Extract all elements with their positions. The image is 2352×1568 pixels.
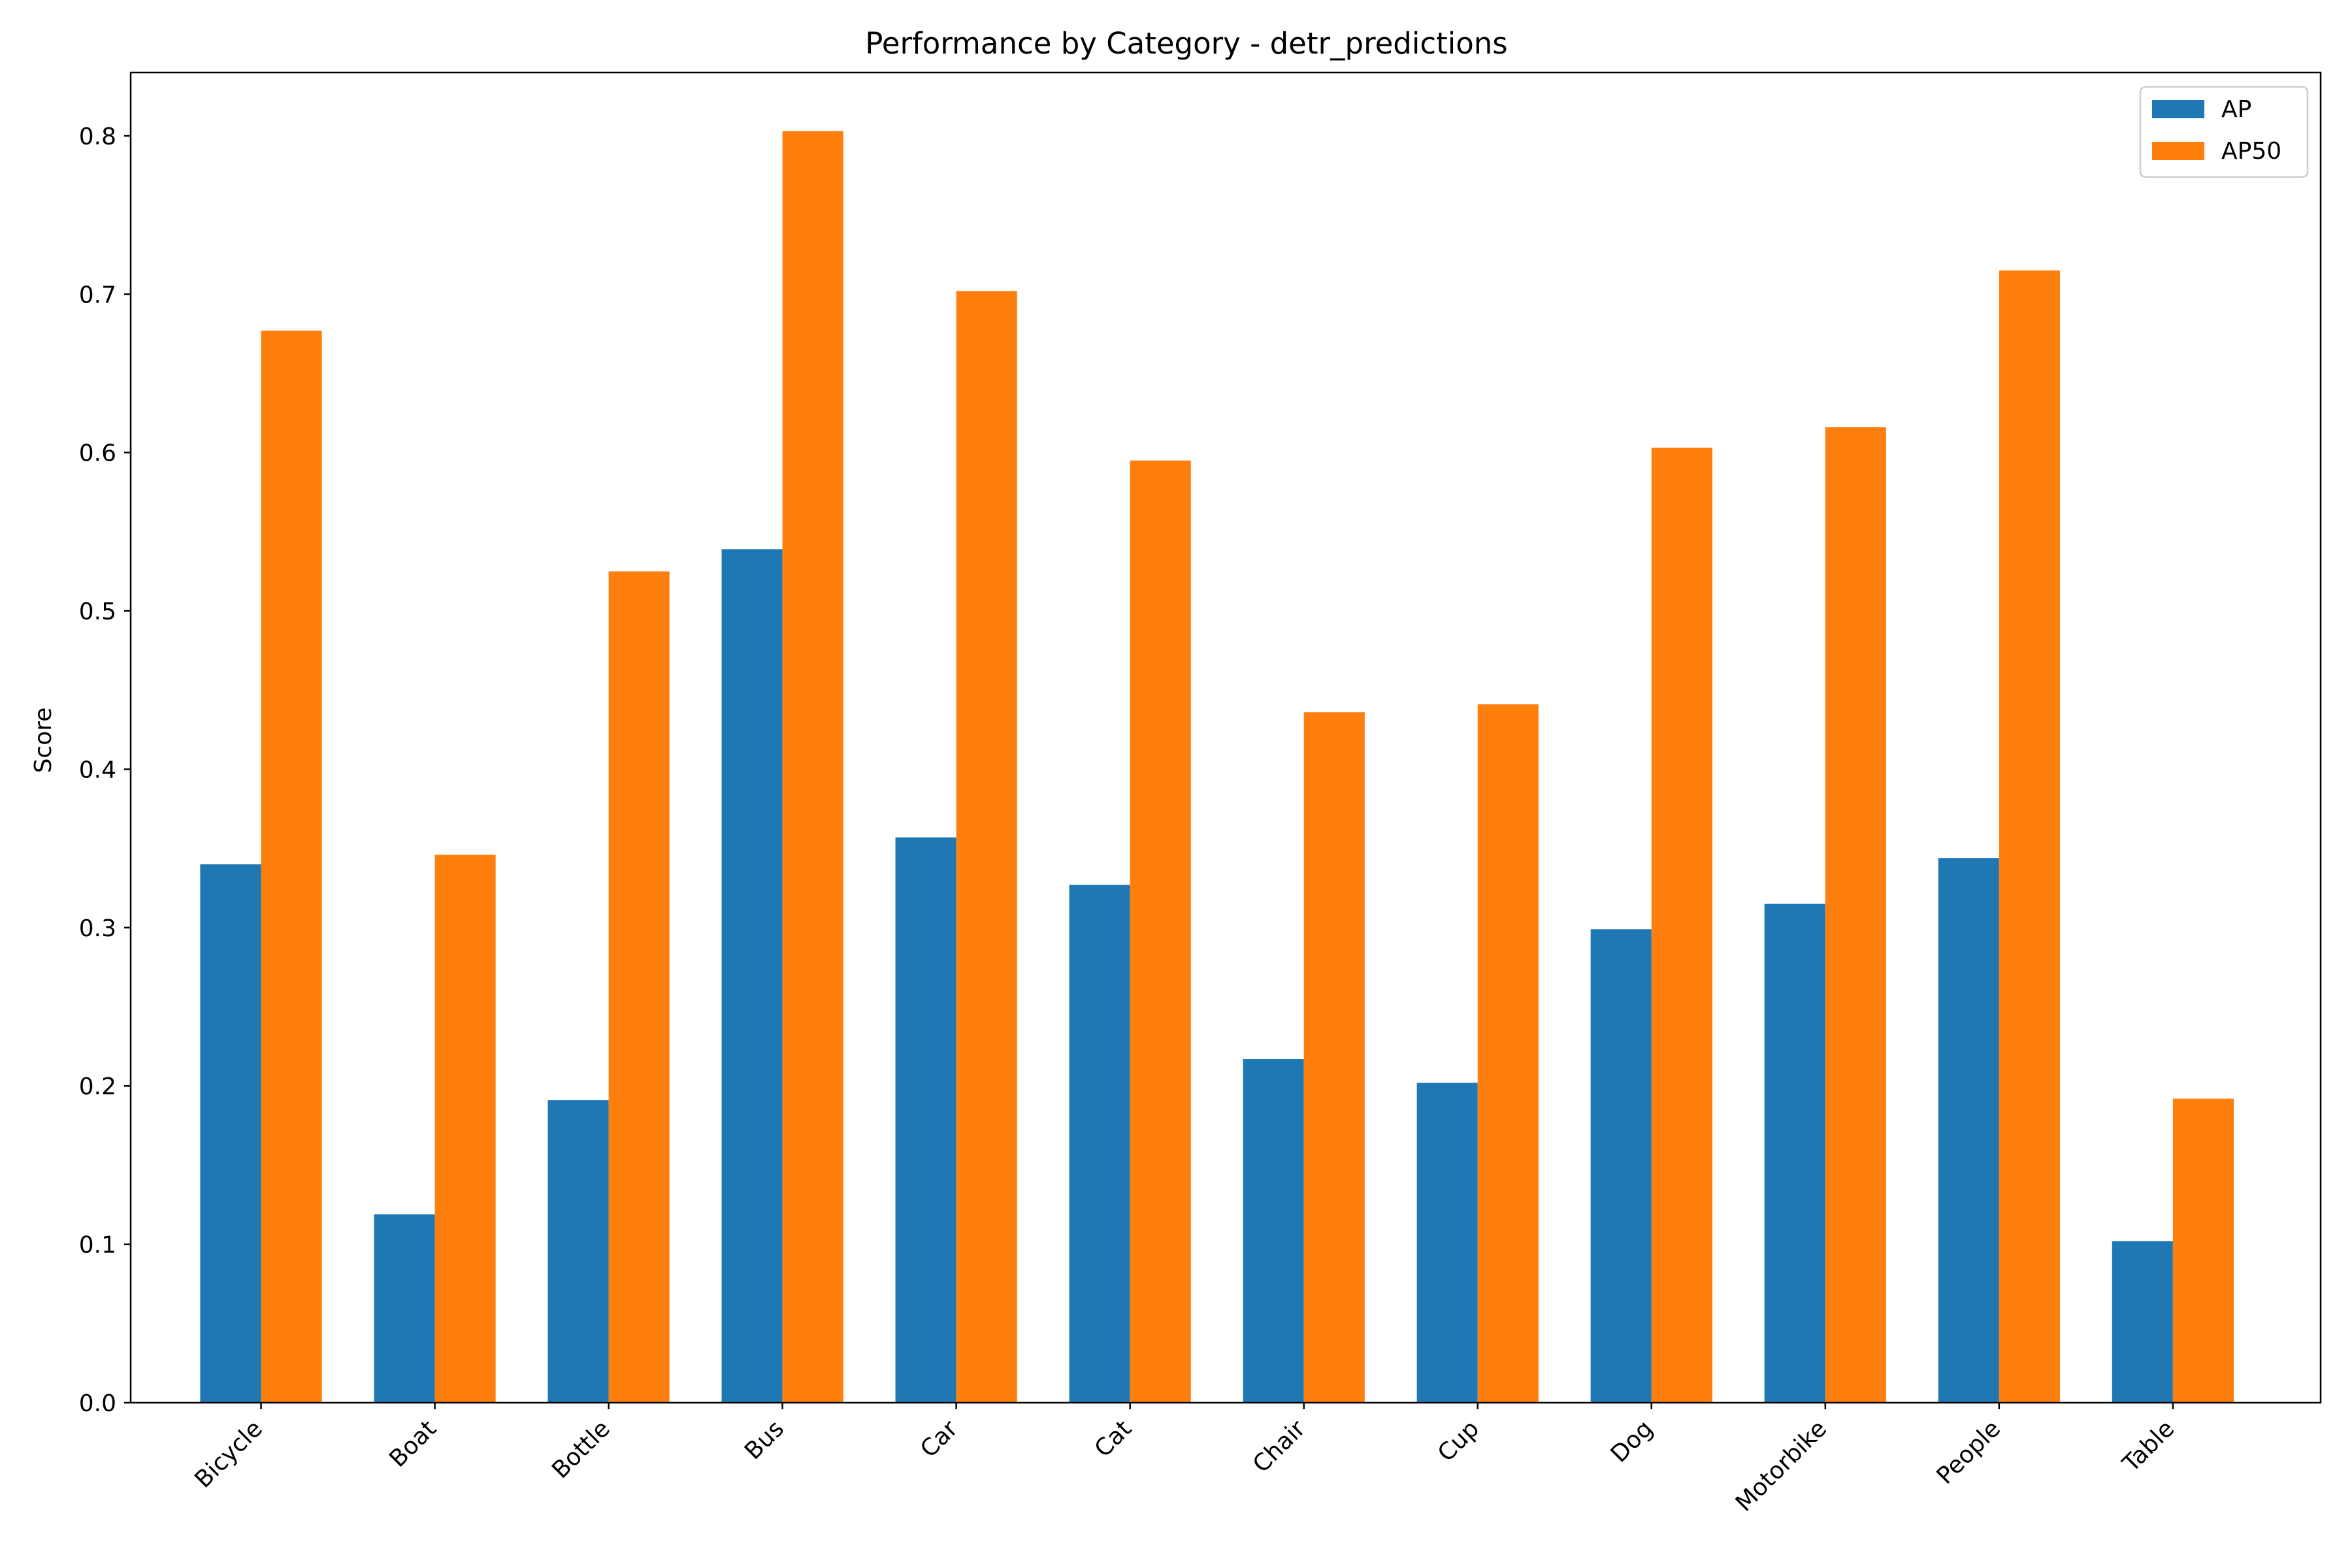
legend-swatch-ap <box>2152 100 2204 118</box>
bar-ap-car <box>895 837 956 1403</box>
y-tick-label: 0.6 <box>79 440 116 467</box>
bar-ap50-motorbike <box>1825 427 1886 1403</box>
bar-ap-cup <box>1416 1083 1478 1403</box>
bar-ap-bus <box>721 549 783 1403</box>
bar-ap-motorbike <box>1764 904 1825 1403</box>
bar-ap50-bus <box>782 131 843 1403</box>
bar-ap50-table <box>2172 1098 2234 1403</box>
legend: AP AP50 <box>2139 86 2309 178</box>
bar-ap50-bottle <box>608 571 670 1403</box>
chart-title: Performance by Category - detr_predictio… <box>865 26 1507 61</box>
bar-ap50-boat <box>434 855 496 1403</box>
y-tick-label: 0.1 <box>79 1232 116 1259</box>
bar-ap50-chair <box>1303 712 1365 1403</box>
bar-ap-chair <box>1243 1059 1304 1403</box>
bars-layer <box>200 131 2234 1403</box>
y-ticks: 0.0 0.1 0.2 0.3 0.4 0.5 0.6 0.7 0.8 <box>79 123 131 1417</box>
y-axis-label: Score <box>30 708 57 774</box>
legend-label-ap50: AP50 <box>2221 138 2281 165</box>
bar-ap-people <box>1938 858 1999 1403</box>
y-tick-label: 0.2 <box>79 1073 116 1100</box>
y-tick-label: 0.0 <box>79 1390 116 1417</box>
y-tick-label: 0.8 <box>79 123 116 150</box>
bar-ap50-people <box>1999 270 2060 1403</box>
y-tick-label: 0.3 <box>79 915 116 942</box>
plot-frame <box>129 71 2322 1404</box>
legend-label-ap: AP <box>2221 96 2251 123</box>
bar-ap50-dog <box>1651 448 1712 1403</box>
bar-ap-dog <box>1590 929 1652 1403</box>
bar-ap-boat <box>374 1214 435 1403</box>
legend-swatch-ap50 <box>2152 142 2204 160</box>
bar-ap-cat <box>1069 885 1130 1403</box>
bar-ap-bottle <box>547 1100 609 1403</box>
bar-ap50-cup <box>1477 704 1539 1403</box>
bar-ap-table <box>2112 1241 2173 1403</box>
y-tick-label: 0.7 <box>79 282 116 308</box>
y-tick-label: 0.4 <box>79 757 116 783</box>
bar-ap-bicycle <box>200 864 261 1403</box>
bar-ap50-cat <box>1130 460 1191 1403</box>
bar-ap50-car <box>956 291 1017 1403</box>
bar-ap50-bicycle <box>261 331 322 1403</box>
y-tick-label: 0.5 <box>79 598 116 625</box>
